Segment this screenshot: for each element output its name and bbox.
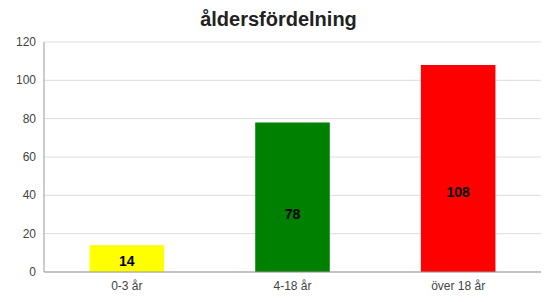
- y-tick-label: 120: [16, 35, 36, 49]
- x-tick-label: över 18 år: [431, 279, 485, 293]
- bar: [255, 123, 330, 273]
- bars: [90, 65, 496, 272]
- bar: [421, 65, 496, 272]
- data-label: 14: [119, 253, 135, 269]
- grid-line: [44, 272, 541, 273]
- chart-svg: åldersfördelning 0 20 40 60 80 100 120 0-3 år 4-1…: [0, 0, 557, 302]
- grid: [44, 42, 541, 272]
- data-label: 78: [285, 206, 301, 222]
- data-label: 108: [446, 184, 470, 200]
- y-tick-label: 40: [23, 188, 37, 202]
- x-axis-line: [44, 272, 541, 273]
- x-tick-label: 4-18 år: [273, 279, 311, 293]
- grid-line: [44, 42, 541, 43]
- y-tick-label: 80: [23, 112, 37, 126]
- y-tick-label: 0: [29, 265, 36, 279]
- chart-title: åldersfördelning: [200, 8, 357, 30]
- y-tick-label: 20: [23, 227, 37, 241]
- y-axis-line: [44, 42, 45, 272]
- y-tick-label: 60: [23, 150, 37, 164]
- chart-container: åldersfördelning 0 20 40 60 80 100 120 0-3 år 4-1…: [0, 0, 557, 302]
- y-tick-label: 100: [16, 73, 36, 87]
- x-tick-label: 0-3 år: [111, 279, 142, 293]
- bar: [90, 245, 165, 272]
